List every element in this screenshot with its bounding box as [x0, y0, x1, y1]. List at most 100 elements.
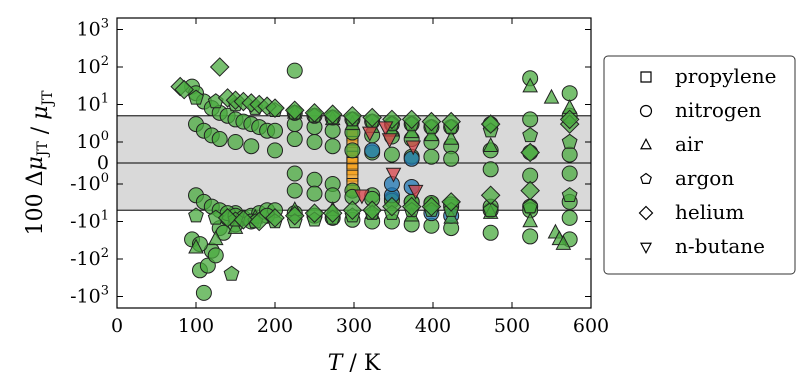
- point-argon: [188, 207, 204, 223]
- point-nitrogen: [423, 148, 440, 165]
- point-air: [188, 238, 204, 254]
- point-helium: [401, 196, 422, 217]
- point-argon: [223, 265, 240, 281]
- point-air: [543, 88, 560, 104]
- point-n-butane: [361, 126, 378, 142]
- point-nitrogen: [561, 209, 578, 226]
- point-nitrogen: [324, 187, 341, 204]
- point-n-butane: [407, 184, 424, 200]
- legend-label-argon: argon: [675, 166, 734, 190]
- point-nitrogen: [482, 161, 499, 178]
- point-nitrogen: [227, 134, 244, 150]
- point-helium: [441, 192, 461, 212]
- point-helium: [362, 200, 382, 221]
- y-tick-label: 100: [77, 129, 109, 153]
- x-tick-labels: 0 100 200 300 400 500 600: [111, 315, 609, 337]
- point-helium: [421, 196, 442, 217]
- legend-marker-air: [640, 137, 652, 150]
- legend-marker-propylene: [640, 71, 652, 83]
- point-helium: [322, 104, 343, 125]
- point-helium: [342, 200, 363, 221]
- point-helium: [520, 180, 540, 201]
- point-air: [522, 212, 538, 228]
- point-nitrogen: [207, 247, 224, 264]
- axis-ticks: [116, 18, 592, 308]
- point-air: [522, 77, 538, 93]
- point-n-butane: [354, 189, 370, 205]
- point-argon: [561, 186, 578, 202]
- y-axis-title: 100 ΔμJT / μJT: [23, 90, 56, 235]
- point-nitrogen: [443, 150, 460, 167]
- point-argon: [482, 201, 499, 217]
- x-tick-label: 100: [178, 315, 214, 337]
- y-tick-label: 103: [77, 17, 109, 41]
- point-nitrogen: [383, 146, 400, 163]
- legend-marker-nitrogen: [639, 104, 653, 118]
- point-helium: [249, 211, 270, 232]
- point-nitrogen: [286, 62, 303, 79]
- point-helium: [421, 111, 442, 132]
- point-argon: [522, 127, 539, 143]
- point-nitrogen: [267, 122, 283, 139]
- legend-label-nitrogen: nitrogen: [675, 98, 762, 122]
- x-tick-label: 400: [415, 315, 451, 337]
- legend: propylene nitrogen air argon helium n-butane: [603, 55, 796, 275]
- point-nitrogen: [195, 284, 212, 301]
- point-helium: [362, 107, 382, 128]
- point-nitrogen: [522, 228, 539, 245]
- legend-marker-n-butane: [640, 242, 652, 255]
- point-helium: [265, 98, 285, 118]
- point-helium: [480, 185, 501, 206]
- point-nitrogen: [482, 224, 499, 241]
- x-tick-label: 500: [494, 315, 530, 337]
- point-argon: [188, 89, 204, 105]
- point-air: [403, 123, 420, 139]
- point-helium: [520, 142, 540, 163]
- point-helium: [284, 100, 305, 121]
- data-points: [170, 57, 580, 301]
- x-tick-label: 200: [257, 315, 293, 337]
- point-nitrogen: [324, 138, 341, 155]
- point-nitrogen: [211, 131, 228, 148]
- point-air: [423, 126, 440, 142]
- point-helium: [559, 109, 580, 130]
- point-n-butane: [377, 121, 394, 137]
- point-nitrogen: [344, 142, 361, 159]
- point-helium: [480, 114, 501, 134]
- point-nitrogen: [561, 146, 578, 163]
- point-nitrogen: [561, 165, 578, 182]
- y-tick-label: 0: [97, 152, 109, 174]
- point-air: [555, 234, 572, 250]
- point-helium: [284, 205, 305, 226]
- x-tick-label: 300: [336, 315, 372, 337]
- point-nitrogen: [403, 150, 420, 167]
- y-tick-label: 102: [77, 54, 109, 78]
- y-tick-label: -101: [70, 209, 109, 233]
- point-n-butane: [381, 133, 398, 149]
- point-helium: [209, 57, 230, 77]
- point-helium: [382, 196, 402, 217]
- legend-label-n-butane: n-butane: [675, 234, 765, 258]
- point-n-butane: [405, 140, 422, 156]
- legend-label-air: air: [675, 132, 703, 156]
- point-argon: [522, 198, 539, 214]
- point-air: [443, 129, 459, 145]
- point-nitrogen: [561, 85, 578, 102]
- point-nitrogen: [267, 142, 283, 159]
- legend-label-helium: helium: [675, 200, 744, 224]
- point-helium: [304, 103, 325, 123]
- x-tick-label: 0: [111, 315, 123, 337]
- point-nitrogen: [243, 138, 260, 155]
- legend-marker-helium: [638, 205, 654, 221]
- point-helium: [174, 79, 194, 100]
- y-tick-label: -100: [70, 171, 109, 195]
- point-air: [482, 137, 499, 152]
- point-nitrogen: [306, 185, 323, 202]
- point-nitrogen: [286, 182, 303, 199]
- point-helium: [441, 111, 461, 132]
- point-nitrogen: [306, 134, 323, 150]
- y-axis-label: 100 ΔμJT / μJT: [23, 90, 56, 235]
- point-helium: [382, 109, 402, 130]
- legend-label-propylene: propylene: [675, 64, 776, 88]
